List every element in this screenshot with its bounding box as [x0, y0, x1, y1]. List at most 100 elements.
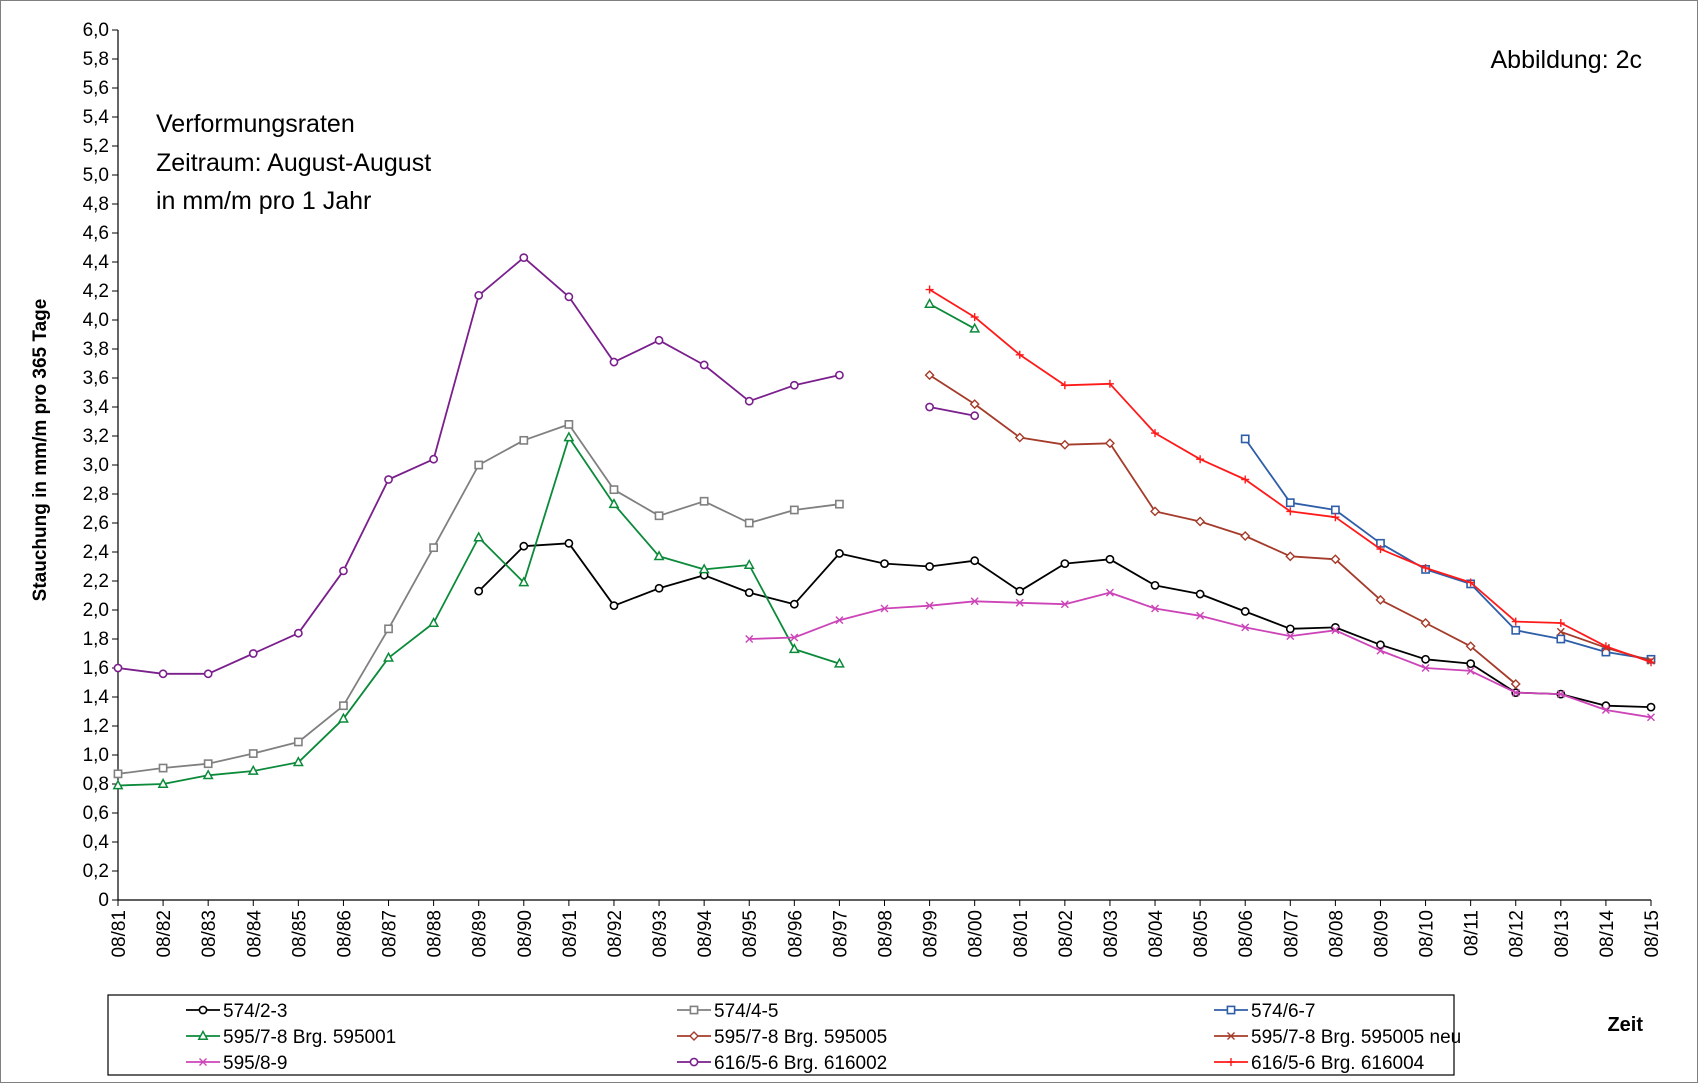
x-tick-label: 08/97	[830, 910, 851, 958]
y-tick-label: 2,6	[83, 513, 109, 534]
data-point	[519, 253, 529, 263]
data-point	[1375, 594, 1386, 605]
series-3	[112, 297, 981, 790]
y-axis-label: Stauchung in mm/m pro 365 Tage	[30, 299, 51, 602]
y-tick-label: 5,2	[83, 136, 109, 157]
data-point	[745, 635, 754, 643]
data-point	[1241, 623, 1250, 632]
data-point	[1647, 658, 1655, 667]
data-point	[1331, 513, 1340, 522]
data-point	[474, 460, 484, 470]
data-point	[699, 360, 709, 370]
data-point	[970, 597, 979, 606]
y-tick-label: 5,0	[83, 165, 109, 186]
y-tick-label: 0,8	[83, 774, 109, 795]
data-point	[339, 701, 348, 711]
data-point	[1376, 646, 1385, 655]
data-point	[1240, 531, 1251, 542]
y-tick-label: 0,4	[83, 832, 110, 853]
data-point	[158, 763, 168, 773]
data-point	[1196, 455, 1205, 464]
y-tick-label: 1,2	[83, 716, 109, 737]
x-tick-label: 08/99	[921, 910, 942, 958]
y-tick-label: 1,0	[83, 745, 109, 766]
data-point	[383, 651, 394, 662]
x-tick-label: 08/04	[1146, 910, 1167, 958]
legend-item: 595/8-9	[186, 1053, 287, 1074]
y-tick-label: 3,8	[83, 339, 109, 360]
data-point	[1647, 713, 1655, 722]
legend-item: 616/5-6 Brg. 616002	[677, 1053, 887, 1074]
y-tick-label: 4,4	[83, 252, 110, 273]
data-point	[789, 505, 799, 515]
data-point	[608, 498, 620, 509]
legend-marker	[1226, 1005, 1236, 1015]
data-point	[1646, 702, 1656, 712]
figure-label: Abbildung: 2c	[1490, 46, 1642, 74]
y-tick-label: 4,0	[83, 310, 109, 331]
data-point	[248, 749, 258, 758]
data-point	[880, 559, 889, 568]
data-point	[292, 756, 304, 767]
data-point	[925, 601, 934, 610]
y-tick-label: 3,6	[83, 368, 109, 389]
legend-marker	[198, 1005, 208, 1015]
data-point	[1421, 664, 1430, 672]
x-tick-label: 08/87	[380, 910, 401, 958]
data-point	[924, 370, 935, 381]
legend-label: 616/5-6 Brg. 616004	[1251, 1053, 1425, 1074]
series-1	[113, 419, 844, 779]
data-point	[1376, 640, 1385, 650]
x-tick-label: 08/93	[650, 910, 671, 958]
x-tick-label: 08/03	[1101, 910, 1122, 958]
legend-item: 574/6-7	[1214, 1001, 1315, 1022]
data-point	[1556, 627, 1565, 636]
y-tick-label: 1,4	[83, 687, 110, 708]
series-line	[749, 591, 1652, 719]
data-point	[1104, 438, 1115, 449]
legend-label: 595/8-9	[223, 1053, 287, 1074]
data-point	[428, 616, 440, 627]
data-point	[158, 669, 168, 679]
legend-marker	[689, 1057, 699, 1067]
data-point	[789, 599, 799, 609]
data-point	[833, 657, 845, 668]
data-point	[384, 475, 393, 484]
data-point	[1556, 634, 1566, 644]
data-point	[1015, 598, 1024, 607]
legend-label: 574/4-5	[714, 1001, 778, 1022]
legend-item: 574/4-5	[677, 1001, 778, 1022]
x-tick-label: 08/11	[1462, 910, 1483, 956]
data-point	[339, 566, 348, 576]
data-point	[1105, 588, 1114, 597]
data-point	[1059, 439, 1070, 450]
y-tick-label: 2,2	[83, 571, 109, 592]
y-tick-label: 3,2	[83, 426, 109, 447]
data-point	[1601, 706, 1610, 715]
series-line	[117, 436, 840, 787]
data-point	[970, 411, 980, 421]
x-axis-label: Zeit	[1607, 1014, 1643, 1036]
data-point	[564, 538, 574, 548]
data-point	[609, 357, 619, 367]
x-tick-label: 08/92	[605, 910, 626, 958]
data-point	[157, 777, 169, 788]
y-tick-label: 2,4	[83, 542, 110, 563]
x-tick-label: 08/90	[515, 910, 536, 958]
annotation-line-1: Verformungsraten	[156, 110, 355, 138]
legend-marker	[197, 1029, 209, 1040]
data-point	[835, 499, 844, 509]
legend-marker	[1227, 1032, 1235, 1040]
x-tick-label: 08/01	[1011, 910, 1032, 958]
y-tick-label: 0,2	[83, 861, 109, 882]
data-point	[925, 285, 934, 294]
data-point	[1060, 381, 1069, 390]
legend-item: 616/5-6 Brg. 616004	[1214, 1053, 1425, 1074]
x-tick-label: 08/02	[1056, 910, 1077, 958]
data-point	[1421, 654, 1430, 664]
x-tick-label: 08/13	[1552, 910, 1573, 958]
y-tick-label: 0	[98, 890, 109, 911]
data-point	[1150, 580, 1160, 590]
data-point	[1195, 516, 1206, 527]
data-point	[654, 335, 664, 345]
